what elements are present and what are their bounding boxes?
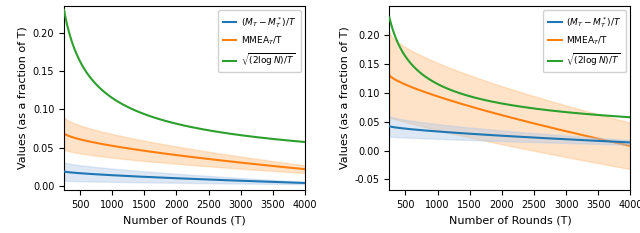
Y-axis label: Values (as a fraction of T): Values (as a fraction of T) bbox=[17, 27, 28, 169]
X-axis label: Number of Rounds (T): Number of Rounds (T) bbox=[123, 215, 246, 225]
Legend: $(M_T - M_T^*)/T$, MMEA$_T$/T, $\sqrt{(2\log N)/T}$: $(M_T - M_T^*)/T$, MMEA$_T$/T, $\sqrt{(2… bbox=[543, 10, 626, 72]
Legend: $(M_T - M_T^*)/T$, MMEA$_T$/T, $\sqrt{(2\log N)/T}$: $(M_T - M_T^*)/T$, MMEA$_T$/T, $\sqrt{(2… bbox=[218, 10, 301, 72]
X-axis label: Number of Rounds (T): Number of Rounds (T) bbox=[449, 215, 572, 225]
Y-axis label: Values (as a fraction of T): Values (as a fraction of T) bbox=[339, 27, 349, 169]
